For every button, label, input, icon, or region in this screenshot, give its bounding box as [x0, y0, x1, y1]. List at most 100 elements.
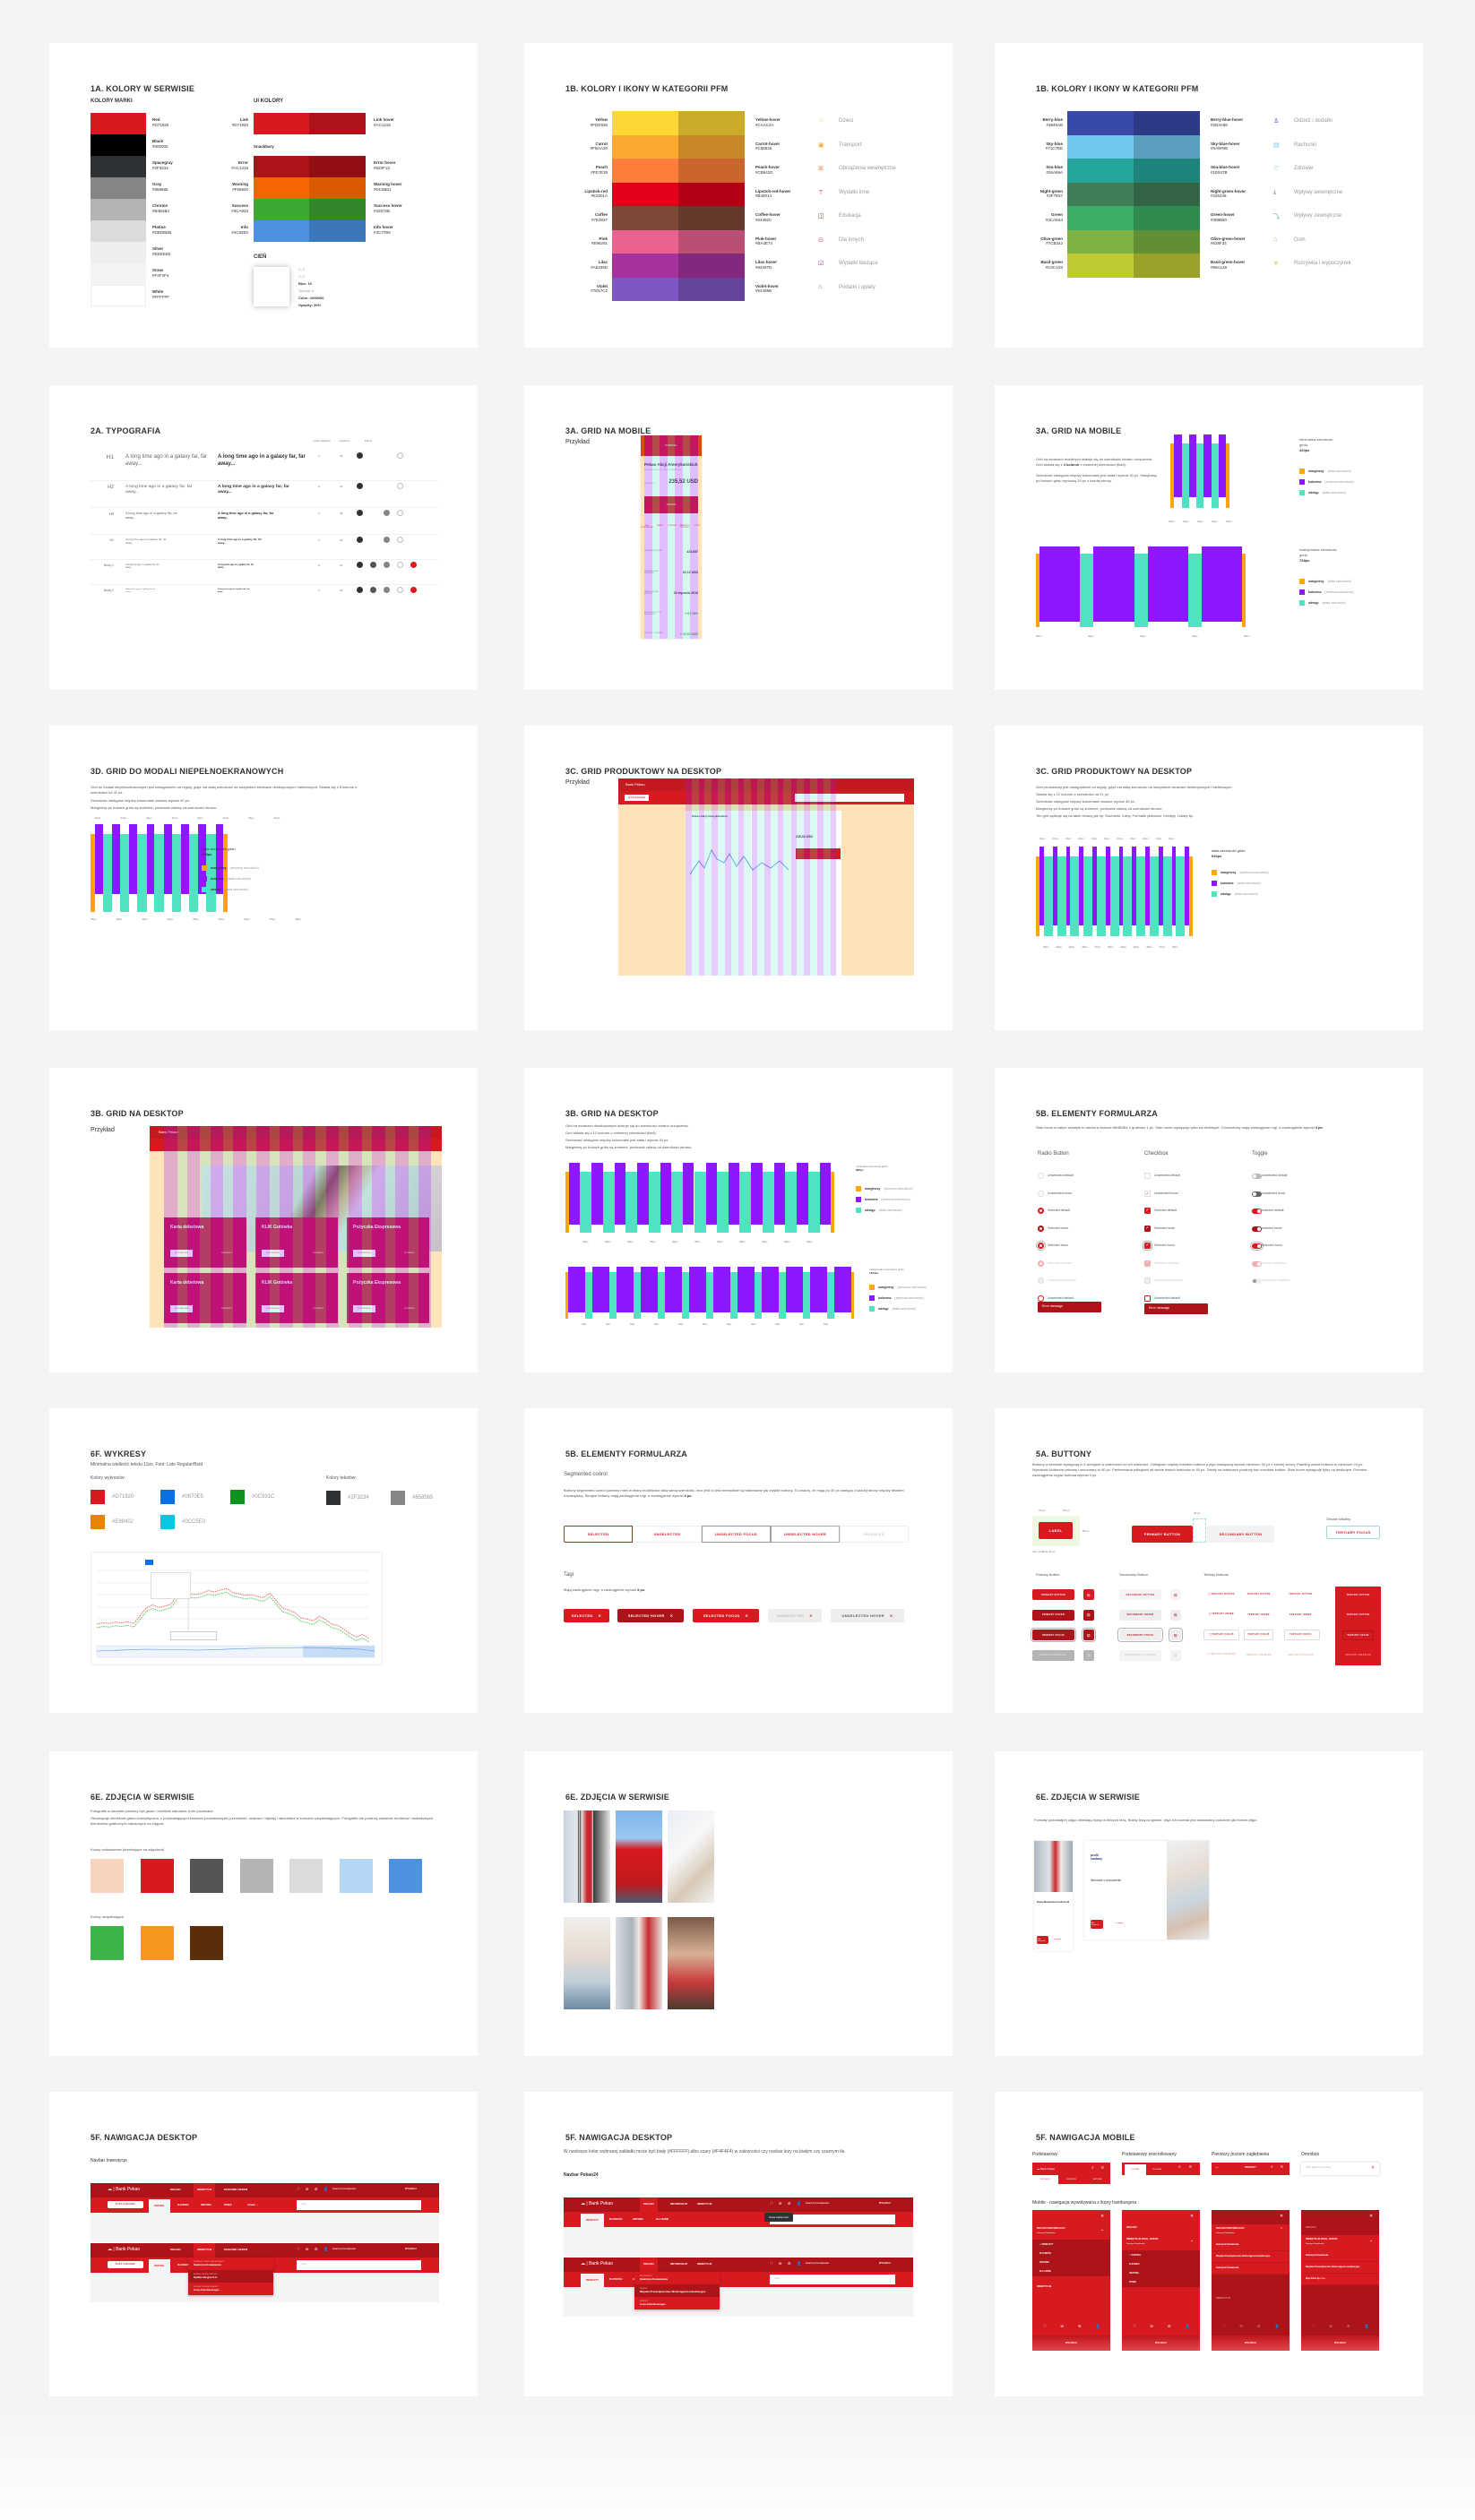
secondary-icon-button[interactable]: ⊡ — [1170, 1589, 1181, 1600]
action-item[interactable]: DOKUP — [694, 525, 701, 527]
mobile-tab[interactable]: PŁATNOŚCI — [1065, 2179, 1077, 2180]
nav-top-item[interactable]: INWESTYCJE — [194, 2183, 216, 2197]
tertiary-state-button[interactable]: TERTIARY BUTTON → — [1289, 1594, 1315, 1595]
menu-item[interactable]: ZLECENIA — [1129, 2264, 1140, 2266]
user-icon[interactable]: 👤 — [797, 2261, 801, 2266]
small-card-cta[interactable]: złóż wniosek — [1037, 1936, 1048, 1944]
action-item[interactable]: ZAINWESTUJ PONOWNIE — [679, 525, 690, 529]
zoom-button[interactable] — [145, 1560, 153, 1565]
user-icon[interactable]: 👤 — [1095, 2324, 1100, 2328]
menu-head[interactable]: PEKAO24 INDYWIDUALNY Katarzyna Kowalewska… — [1032, 2224, 1110, 2240]
close-icon[interactable]: ✕ — [1100, 2214, 1105, 2219]
messages-icon[interactable]: ✉ — [306, 2187, 309, 2191]
menu-item[interactable]: Katarzyna Kowalewska — [1212, 2240, 1290, 2251]
radio-button[interactable] — [1038, 1294, 1044, 1302]
mobile-tab[interactable]: HISTORIA — [1092, 2179, 1102, 2180]
back-arrow-icon[interactable]: ← — [1215, 2164, 1220, 2170]
nav-tab[interactable]: HISTORIA — [201, 2204, 211, 2206]
tertiary-state-button[interactable]: TERTIARY HOVER → — [1290, 1613, 1315, 1616]
nav-top-item[interactable]: RACHUNEK 12345678 — [224, 2249, 248, 2251]
nav-tab[interactable]: PŁATNOŚCI — [609, 2218, 623, 2221]
secondary-button[interactable]: SECONDARY BUTTON — [1207, 1526, 1274, 1543]
logout-link[interactable]: WYLOGUJ — [879, 2262, 891, 2265]
user-icon[interactable]: 👤 — [323, 2247, 328, 2251]
user-icon[interactable]: 👤 — [1274, 2324, 1280, 2328]
documents-icon[interactable]: 🗋 — [297, 2187, 300, 2191]
tile-more[interactable]: SZCZEGÓŁY — [404, 1308, 416, 1310]
tertiary-inverse-button[interactable]: TERTIARY FOCUS — [1342, 1630, 1374, 1640]
settings-icon[interactable]: ⚙ — [788, 2261, 791, 2266]
place-order-button[interactable]: ZŁÓŻ ZLECENIE — [108, 2201, 143, 2208]
nav-tab[interactable]: PRODUKTY — [581, 2274, 605, 2287]
tertiary-state-button[interactable]: TERTIARY HOVER — [1247, 1613, 1270, 1616]
documents-icon[interactable]: 🗋 — [770, 2201, 773, 2206]
nav-tab[interactable]: PORTFEL — [149, 2199, 170, 2213]
segment-unselected-hover[interactable]: UNSELECTED HOVER — [771, 1526, 840, 1543]
messages-icon[interactable]: ✉ — [779, 2201, 782, 2206]
tile-cta[interactable]: ZŁÓŻ WNIOSEK — [262, 1305, 285, 1312]
logout-link[interactable]: WYLOGUJ — [879, 2202, 891, 2205]
search-input[interactable]: Value — [770, 2275, 895, 2284]
nav-tab[interactable]: PŁATNOŚCI — [609, 2278, 623, 2281]
logout-button[interactable]: WYLOGUJ — [1032, 2335, 1110, 2351]
menu-footer-item[interactable]: INWESTYCJE — [1216, 2297, 1231, 2300]
toggle[interactable] — [1252, 1226, 1262, 1232]
menu-pre-item[interactable]: PEKAO24 — [1126, 2226, 1137, 2229]
nav-tab[interactable]: eTrader → — [247, 2204, 259, 2206]
messages-icon[interactable]: ✉ — [1150, 2324, 1153, 2328]
logout-link[interactable]: WYLOGUJ — [405, 2188, 417, 2190]
toggle[interactable] — [1252, 1260, 1262, 1267]
menu-item[interactable]: Katarzyna Kowalewska — [1301, 2250, 1379, 2262]
tertiary-state-button[interactable]: 🗋 TERTIARY FOCUS — [1203, 1630, 1239, 1640]
toggle[interactable] — [1252, 1191, 1262, 1197]
checkbox[interactable]: ✓ — [1144, 1225, 1151, 1232]
tag-unselected[interactable]: UNSELECTED ✕ — [768, 1609, 822, 1622]
tile-more[interactable]: SZCZEGÓŁY — [221, 1308, 233, 1310]
account-dropdown[interactable]: INDYWIDUALNY Katarzyna Kowalewska FIRMOWY M… — [634, 2272, 720, 2309]
messages-icon[interactable]: ✉ — [1060, 2324, 1064, 2328]
radio-button[interactable] — [1038, 1190, 1044, 1197]
secondary-icon-button[interactable]: ⊡ — [1170, 1609, 1181, 1621]
small-card-more[interactable]: szczegóły — [1054, 1939, 1061, 1940]
tile-cta[interactable]: ZŁÓŻ WNIOSEK — [353, 1305, 376, 1312]
hamburger-icon[interactable]: ≡ — [1101, 2165, 1104, 2171]
tag-close-icon[interactable]: ✕ — [598, 1613, 602, 1618]
tag-close-icon[interactable]: ✕ — [889, 1613, 893, 1618]
menu-head[interactable]: PEKAO24 INDYWIDUALNY Katarzyna Kowalewska… — [1212, 2224, 1290, 2240]
segment-unselected[interactable]: UNSELECTED — [633, 1526, 702, 1543]
messages-icon[interactable]: ✉ — [306, 2247, 309, 2251]
menu-item[interactable]: ✓ PORTFEL — [1129, 2255, 1142, 2257]
toggle[interactable] — [1252, 1208, 1262, 1214]
tertiary-inverse-button[interactable]: TERTIARY BUTTON — [1346, 1594, 1370, 1596]
mobile-tab[interactable]: PRODUKTY — [1032, 2175, 1058, 2184]
omnibox[interactable]: Wpisz polecenie lub szukaj ✕ — [1301, 2163, 1379, 2175]
settings-icon[interactable]: ⚙ — [315, 2247, 318, 2251]
nav-top-item[interactable]: INDYWIDUALNY — [670, 2203, 688, 2206]
checkbox[interactable]: ✓ — [1144, 1208, 1151, 1214]
product-tile[interactable]: KLIK Gotówka ZŁÓŻ WNIOSEK SZCZEGÓŁY — [255, 1273, 338, 1323]
menu-item[interactable]: RYNEK — [1129, 2282, 1136, 2283]
secondary-state-button[interactable]: SECONDARY FOCUS — [1117, 1628, 1163, 1642]
tag-close-icon[interactable]: ✕ — [809, 1613, 813, 1618]
menu-item[interactable]: Katarzyna Kowalewska — [1212, 2263, 1290, 2275]
nav-top-item[interactable]: INWESTYCJE — [697, 2263, 712, 2266]
primary-button[interactable]: PRIMARY BUTTON — [1132, 1526, 1193, 1543]
primary-state-button[interactable]: PRIMARY BUTTON — [1032, 1589, 1074, 1600]
settings-icon[interactable]: ⚙ — [1078, 2324, 1082, 2328]
menu-head[interactable]: INWESTYCJE RACH. 1234345 Katarzyna Kowale… — [1122, 2235, 1200, 2250]
tile-cta[interactable]: ZŁÓŻ WNIOSEK — [262, 1250, 285, 1257]
tertiary-state-button[interactable]: TERTIARY FOCUS → — [1284, 1630, 1320, 1640]
clear-icon[interactable]: ✕ — [1371, 2165, 1375, 2170]
dokup-button[interactable] — [644, 496, 698, 513]
user-icon[interactable]: 👤 — [323, 2187, 328, 2191]
messages-icon[interactable]: ✉ — [779, 2261, 782, 2266]
documents-icon[interactable]: 🗋 — [1222, 2324, 1226, 2328]
tile-cta[interactable]: ZŁÓŻ WNIOSEK — [170, 1250, 194, 1257]
tertiary-focus-button[interactable]: TERTIARY FOCUS — [1326, 1526, 1380, 1539]
toggle[interactable] — [1252, 1278, 1262, 1284]
messages-icon[interactable]: ✉ — [1329, 2324, 1333, 2328]
tag-close-icon[interactable]: ✕ — [745, 1613, 749, 1618]
menu-footer-item[interactable]: INWESTYCJE — [1037, 2285, 1052, 2288]
nav-top-item[interactable]: INDYWIDUALNY — [670, 2263, 688, 2266]
hamburger-icon[interactable]: ≡ — [1189, 2164, 1192, 2170]
